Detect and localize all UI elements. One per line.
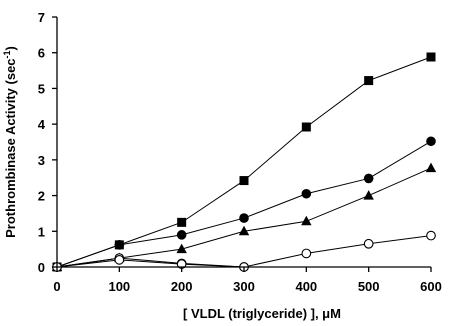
data-point-filled-triangle: [425, 162, 437, 173]
data-point-filled-circle: [239, 213, 249, 223]
data-point-filled-triangle: [238, 225, 250, 236]
data-point-filled-square: [177, 217, 187, 227]
data-point-filled-square: [364, 76, 374, 86]
y-tick-label: 1: [38, 224, 45, 239]
ticks-layer: 0 100 200 300 400 500 600 0 1 2 3 4 5 6 7: [38, 10, 442, 294]
data-point-filled-square: [426, 52, 436, 62]
x-tick-label: 400: [295, 279, 317, 294]
data-point-filled-circle: [176, 230, 187, 240]
x-tick-label: 300: [233, 279, 255, 294]
data-point-filled-triangle: [363, 190, 374, 200]
x-tick-label: 500: [358, 279, 380, 294]
y-axis-title: Prothrombinase Activity (sec-1): [2, 46, 18, 238]
data-point-open-circle: [301, 248, 312, 259]
x-tick-label: 0: [53, 279, 60, 294]
y-tick-label: 2: [38, 189, 45, 204]
data-point-filled-circle: [363, 173, 374, 184]
series-line-1: [56, 140, 432, 268]
data-point-filled-circle: [114, 240, 125, 250]
x-tick-label: 100: [108, 279, 130, 294]
data-point-open-circle: [114, 255, 125, 265]
data-point-filled-circle: [426, 136, 436, 147]
y-axis-title-main: Prothrombinase Activity (sec: [3, 58, 18, 237]
y-tick-label: 7: [38, 10, 45, 25]
data-point-filled-triangle: [301, 215, 312, 226]
y-tick-label: 0: [38, 260, 45, 275]
data-point-filled-square: [239, 176, 249, 186]
data-point-filled-triangle: [176, 243, 187, 254]
x-tick-label: 200: [171, 279, 193, 294]
series-layer: [51, 52, 437, 272]
y-axis-title-superscript: -1: [2, 50, 12, 58]
series-line-0: [56, 56, 432, 268]
data-point-filled-circle: [301, 188, 312, 199]
y-axis-title-suffix: ): [3, 46, 18, 50]
y-tick-label: 4: [38, 117, 46, 132]
y-tick-label: 5: [38, 81, 45, 96]
x-axis-title: [ VLDL (triglyceride) ], μM: [183, 306, 341, 321]
data-point-open-circle: [363, 238, 374, 249]
x-tick-label: 600: [420, 279, 442, 294]
series-line-4: [56, 259, 245, 268]
data-point-open-circle: [426, 230, 436, 241]
data-point-filled-square: [301, 122, 311, 132]
y-tick-label: 6: [38, 46, 45, 61]
y-tick-label: 3: [38, 153, 45, 168]
